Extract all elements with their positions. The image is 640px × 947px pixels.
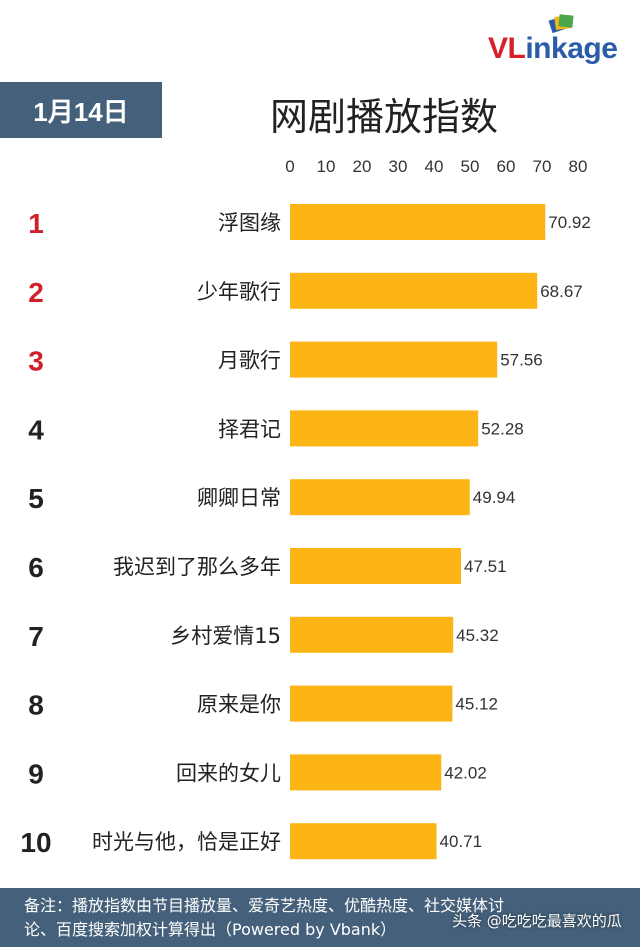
value-label: 47.51	[464, 557, 507, 576]
category-label: 少年歌行	[197, 280, 281, 304]
value-label: 40.71	[440, 832, 483, 851]
x-tick-label: 30	[389, 157, 408, 176]
rank-number: 6	[28, 552, 44, 583]
bar	[290, 548, 462, 584]
category-label: 原来是你	[197, 693, 281, 717]
rank-number: 9	[28, 758, 44, 789]
footnote-line-2: 论、百度搜索加权计算得出（Powered by Vbank）	[24, 920, 397, 939]
rank-number: 7	[28, 621, 44, 652]
rank-number: 5	[28, 483, 44, 514]
cards-icon	[548, 14, 574, 34]
rank-number: 8	[28, 690, 44, 721]
category-label: 时光与他，恰是正好	[92, 830, 281, 854]
footnote-line-1: 备注：播放指数由节目播放量、爱奇艺热度、优酷热度、社交媒体讨	[24, 896, 505, 915]
x-tick-label: 80	[569, 157, 588, 176]
chart-title: 网剧播放指数	[270, 95, 499, 139]
bar	[290, 479, 470, 516]
watermark: 头条 @吃吃吃最喜欢的瓜	[452, 912, 622, 930]
category-label: 我迟到了那么多年	[113, 555, 281, 579]
value-label: 45.32	[456, 626, 499, 645]
x-tick-label: 60	[497, 157, 516, 176]
category-label: 择君记	[218, 417, 281, 441]
x-tick-label: 70	[533, 157, 552, 176]
value-label: 42.02	[444, 763, 487, 782]
value-label: 52.28	[481, 419, 524, 438]
rank-number: 4	[28, 414, 44, 445]
category-label: 卿卿日常	[197, 486, 281, 510]
bar	[290, 823, 437, 860]
x-tick-label: 40	[425, 157, 444, 176]
bar	[290, 272, 538, 309]
footnote: 备注：播放指数由节目播放量、爱奇艺热度、优酷热度、社交媒体讨 论、百度搜索加权计…	[0, 888, 640, 947]
rank-number: 2	[28, 277, 44, 308]
category-label: 乡村爱情15	[170, 624, 281, 648]
category-label: 浮图缘	[218, 211, 281, 235]
value-label: 70.92	[548, 213, 591, 232]
rank-number: 3	[28, 346, 44, 377]
x-tick-label: 20	[353, 157, 372, 176]
bar	[290, 410, 479, 447]
date-badge: 1月14日	[0, 82, 162, 138]
bar	[290, 341, 498, 378]
category-label: 月歌行	[218, 349, 281, 373]
logo-text: VLinkage	[488, 32, 618, 65]
x-tick-label: 10	[317, 157, 336, 176]
x-tick-label: 0	[285, 157, 294, 176]
rank-number: 1	[28, 208, 44, 239]
value-label: 45.12	[455, 695, 498, 714]
bar	[290, 204, 546, 240]
rank-number: 10	[20, 827, 51, 858]
category-label: 回来的女儿	[176, 761, 281, 785]
bar	[290, 754, 442, 791]
bar-chart: 0 10 20 30 40 50 60 70 80 1 浮图缘 70.92 2 少年歌行 68.67 3 月歌行…	[20, 157, 591, 860]
value-label: 57.56	[500, 351, 543, 370]
value-label: 49.94	[473, 488, 516, 507]
bar	[290, 685, 453, 722]
value-label: 68.67	[540, 282, 583, 301]
x-tick-label: 50	[461, 157, 480, 176]
bar	[290, 616, 454, 653]
